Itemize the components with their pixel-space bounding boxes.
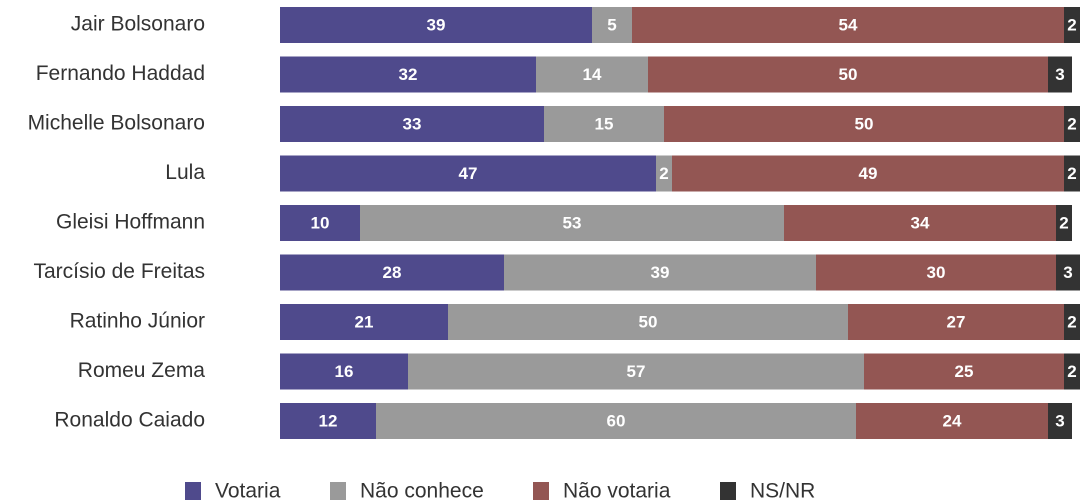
value-label: 16 xyxy=(335,362,354,381)
legend-label: Não votaria xyxy=(563,480,671,503)
value-label: 2 xyxy=(1067,164,1076,183)
value-label: 2 xyxy=(1067,362,1076,381)
value-label: 2 xyxy=(659,164,668,183)
value-label: 49 xyxy=(859,164,878,183)
category-label: Michelle Bolsonaro xyxy=(28,112,205,135)
value-label: 10 xyxy=(311,213,330,232)
value-label: 14 xyxy=(583,65,602,84)
value-label: 32 xyxy=(399,65,418,84)
value-label: 3 xyxy=(1063,263,1072,282)
chart: Jair Bolsonaro395542Fernando Haddad32145… xyxy=(0,0,1082,503)
category-label: Gleisi Hoffmann xyxy=(56,211,205,234)
value-label: 15 xyxy=(595,114,614,133)
value-label: 54 xyxy=(839,15,858,34)
category-label: Romeu Zema xyxy=(78,359,206,382)
value-label: 50 xyxy=(639,312,658,331)
value-label: 2 xyxy=(1067,114,1076,133)
value-label: 28 xyxy=(383,263,402,282)
category-label: Jair Bolsonaro xyxy=(71,13,205,36)
legend-label: NS/NR xyxy=(750,480,815,503)
value-label: 39 xyxy=(651,263,670,282)
value-label: 34 xyxy=(911,213,930,232)
value-label: 50 xyxy=(855,114,874,133)
category-label: Lula xyxy=(165,161,205,184)
legend-swatch xyxy=(330,482,346,500)
legend-swatch xyxy=(185,482,201,500)
legend-label: Não conhece xyxy=(360,480,484,503)
category-label: Fernando Haddad xyxy=(36,62,205,85)
category-label: Ratinho Júnior xyxy=(70,310,205,333)
value-label: 60 xyxy=(607,411,626,430)
value-label: 2 xyxy=(1067,15,1076,34)
value-label: 47 xyxy=(459,164,478,183)
value-label: 3 xyxy=(1055,411,1064,430)
value-label: 27 xyxy=(947,312,966,331)
value-label: 2 xyxy=(1067,312,1076,331)
value-label: 33 xyxy=(403,114,422,133)
value-label: 5 xyxy=(607,15,616,34)
value-label: 53 xyxy=(563,213,582,232)
value-label: 30 xyxy=(927,263,946,282)
value-label: 25 xyxy=(955,362,974,381)
value-label: 12 xyxy=(319,411,338,430)
legend-label: Votaria xyxy=(215,480,281,503)
category-label: Ronaldo Caiado xyxy=(54,409,205,432)
value-label: 2 xyxy=(1059,213,1068,232)
legend-swatch xyxy=(533,482,549,500)
value-label: 24 xyxy=(943,411,962,430)
value-label: 3 xyxy=(1055,65,1064,84)
value-label: 50 xyxy=(839,65,858,84)
category-label: Tarcísio de Freitas xyxy=(33,260,205,283)
value-label: 39 xyxy=(427,15,446,34)
value-label: 21 xyxy=(355,312,374,331)
legend-swatch xyxy=(720,482,736,500)
value-label: 57 xyxy=(627,362,646,381)
